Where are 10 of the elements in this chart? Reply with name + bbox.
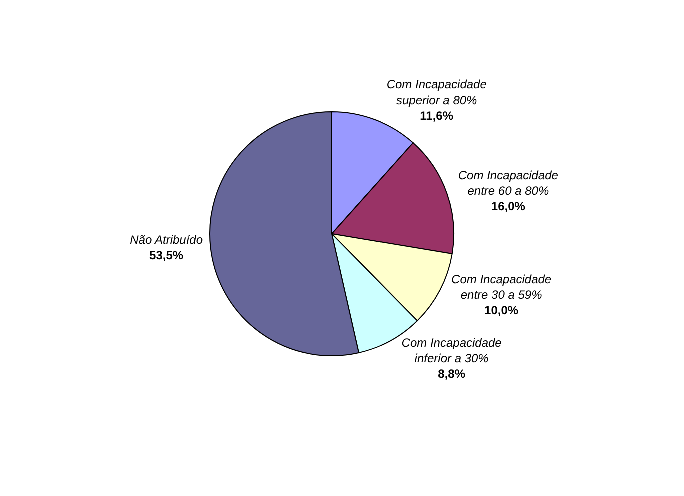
data-label: 11,6% (420, 108, 454, 123)
slice-label: Com Incapacidade entre 60 a 80% (458, 168, 559, 198)
data-label: 10,0% (484, 304, 519, 318)
slice-label: Com Incapacidade inferior a 30% (402, 336, 502, 366)
data-label: 8,8% (438, 367, 466, 382)
slice-label: Com Incapacidade superior a 80% (386, 78, 488, 108)
slice-label: Com Incapacidade entre 30 a 59% (452, 272, 552, 302)
slice-label: Não Atribuído (130, 232, 204, 247)
data-label: 16,0% (491, 200, 526, 214)
data-label: 53,5% (150, 248, 184, 263)
